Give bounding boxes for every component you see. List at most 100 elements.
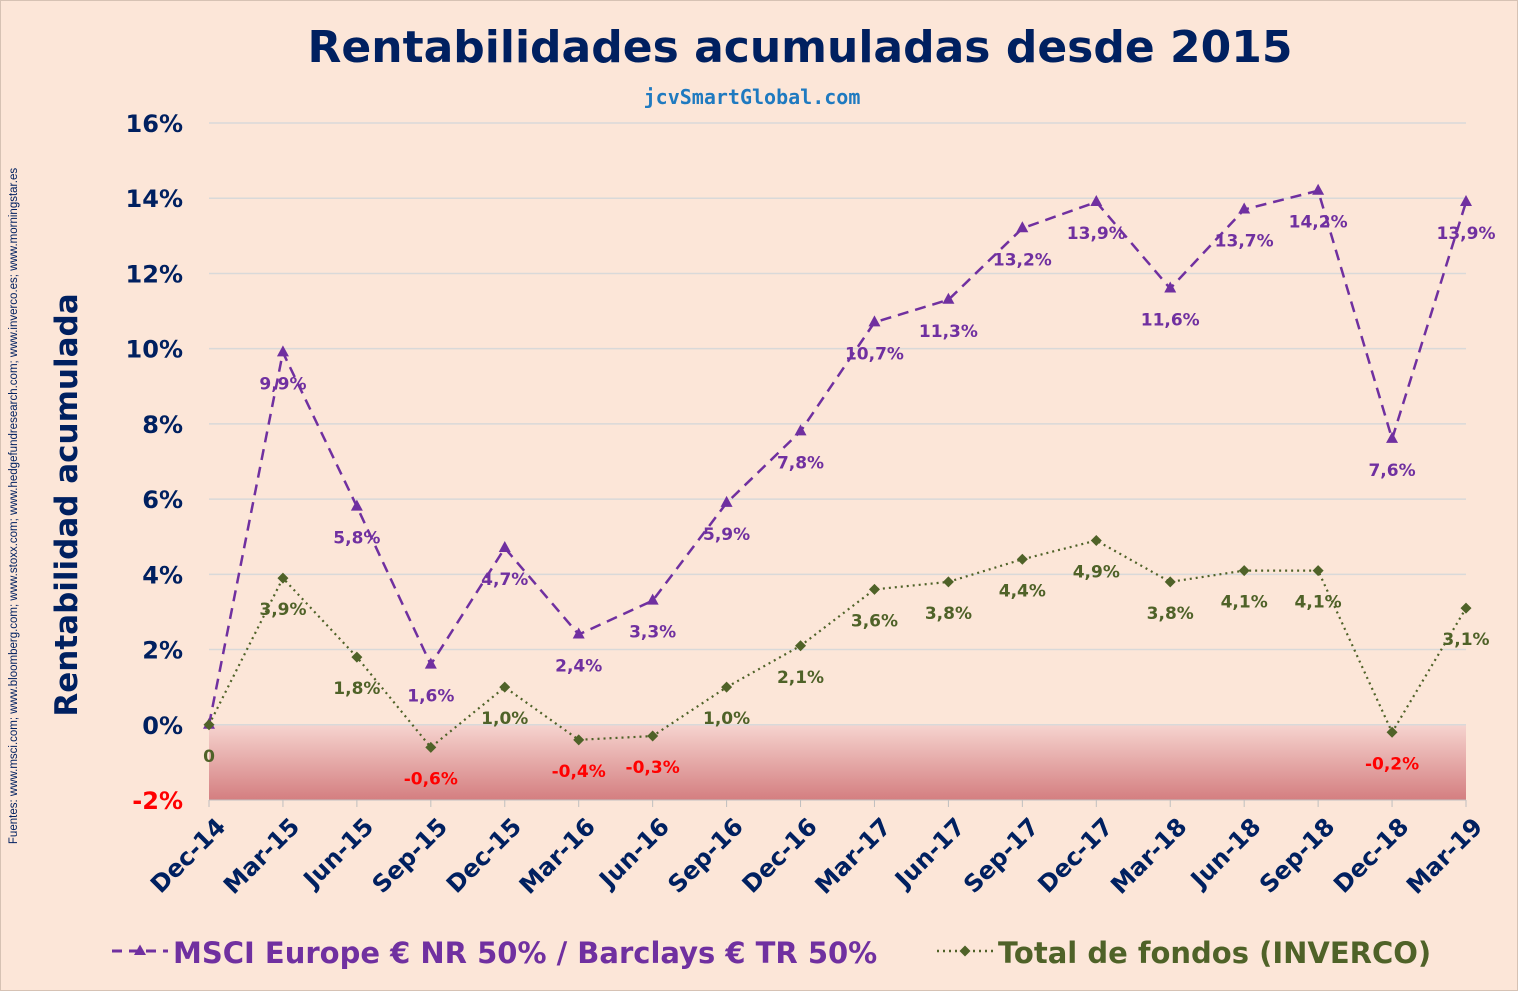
data-label: 3,9% [259, 600, 306, 620]
data-point-diamond [1090, 534, 1102, 546]
data-label: 13,2% [993, 250, 1052, 270]
data-label: 4,9% [1073, 562, 1120, 582]
data-point-diamond [277, 572, 289, 584]
data-point-triangle [646, 593, 659, 605]
data-point-triangle [942, 292, 955, 304]
legend-label-msci: MSCI Europe € NR 50% / Barclays € TR 50% [173, 936, 877, 970]
data-point-diamond [1016, 553, 1028, 565]
series-line-0 [207, 189, 1468, 726]
data-label: -0,2% [1365, 754, 1419, 774]
source-note: Fuentes: www.msci.com; www.bloomberg.com… [8, 168, 20, 844]
data-point-triangle [1238, 202, 1251, 214]
y-axis-label: Rentabilidad acumulada [49, 293, 85, 716]
y-tick-label: 4% [142, 561, 183, 589]
x-tick-label: Jun-15 [297, 812, 379, 894]
data-point-triangle [720, 495, 733, 507]
chart-title: Rentabilidades acumuladas desde 2015 [308, 22, 1293, 73]
data-point-triangle [868, 315, 881, 327]
x-tick-label: Mar-15 [218, 812, 305, 899]
data-label: 4,1% [1295, 593, 1342, 613]
data-point-diamond [1386, 726, 1398, 738]
data-label: 3,8% [925, 604, 972, 624]
legend-swatch-msci-triangle [134, 944, 146, 955]
y-tick-label: 6% [142, 486, 183, 514]
x-tick-label: Dec-18 [1328, 812, 1414, 898]
x-tick-label: Sep-17 [958, 812, 1044, 898]
data-point-diamond [942, 576, 954, 588]
data-point-triangle [572, 627, 585, 639]
data-label: 4,7% [481, 570, 528, 590]
data-label: -0,3% [626, 758, 680, 778]
y-tick-label: 10% [126, 336, 183, 364]
data-point-triangle [424, 657, 437, 669]
x-tick-label: Dec-14 [145, 812, 231, 898]
data-point-triangle [1312, 183, 1325, 195]
data-label: 2,4% [555, 657, 602, 677]
data-label: -0,4% [552, 762, 606, 782]
data-labels: 9,9% 5,8% 1,6% 4,7% 2,4% 3,3% 5,9% 7,8% 10,7% 11,… [203, 213, 1495, 790]
gridlines [209, 122, 1466, 726]
data-label: 1,0% [481, 709, 528, 729]
x-tick-label: Sep-15 [367, 812, 453, 898]
data-point-triangle [350, 499, 363, 511]
series-line-1 [208, 539, 1467, 749]
x-tick-label: Mar-19 [1401, 812, 1488, 899]
x-tick-label: Jun-17 [888, 812, 970, 894]
data-label: 4,1% [1221, 593, 1268, 613]
data-point-diamond [425, 741, 437, 753]
data-label: 3,6% [851, 611, 898, 631]
y-tick-label: 14% [126, 185, 183, 213]
data-label: 5,8% [333, 529, 380, 549]
data-label: 7,6% [1368, 461, 1415, 481]
data-point-diamond [721, 681, 733, 693]
data-point-triangle [1090, 194, 1103, 206]
y-tick-label: 16% [126, 110, 183, 138]
x-tick-label: Jun-18 [1184, 812, 1266, 894]
data-label: 11,3% [919, 322, 978, 342]
data-label: 13,9% [1437, 224, 1496, 244]
x-tick-label: Mar-16 [514, 812, 601, 899]
data-label: 7,8% [777, 453, 824, 473]
legend-swatch-inverco-diamond [959, 945, 971, 957]
x-tick-label: Dec-15 [441, 812, 527, 898]
data-point-triangle [1164, 281, 1177, 293]
x-tick-label: Mar-17 [810, 812, 897, 899]
data-label: 1,0% [703, 709, 750, 729]
legend-item-inverco: Total de fondos (INVERCO) [937, 936, 1431, 970]
data-point-diamond [795, 640, 807, 652]
data-point-diamond [1238, 565, 1250, 577]
legend-label-inverco: Total de fondos (INVERCO) [998, 936, 1431, 970]
series-layer [203, 183, 1472, 753]
data-point-triangle [794, 424, 807, 436]
data-point-triangle [498, 541, 511, 553]
data-point-diamond [573, 734, 585, 746]
data-label: 0 [203, 747, 215, 767]
legend-item-msci: MSCI Europe € NR 50% / Barclays € TR 50% [112, 936, 877, 970]
x-tick-label: Dec-17 [1032, 812, 1118, 898]
data-point-diamond [499, 681, 511, 693]
data-label: 1,8% [333, 679, 380, 699]
data-label: 3,3% [629, 623, 676, 643]
y-tick-label: 2% [142, 637, 183, 665]
negative-zone-band [209, 724, 1466, 800]
data-point-triangle [1460, 194, 1472, 206]
data-point-diamond [1460, 602, 1472, 614]
data-label: 11,6% [1141, 310, 1200, 330]
x-tick-label: Dec-16 [737, 812, 823, 898]
y-tick-label: 0% [142, 712, 183, 740]
data-label: 3,1% [1442, 630, 1489, 650]
data-label: 10,7% [845, 344, 904, 364]
x-tick-label: Sep-16 [662, 812, 748, 898]
data-point-triangle [276, 345, 289, 357]
data-point-diamond [351, 651, 363, 663]
data-label: 9,9% [259, 374, 306, 394]
data-point-diamond [1164, 576, 1176, 588]
x-tick-label: Mar-18 [1105, 812, 1192, 899]
data-point-diamond [868, 583, 880, 595]
data-label: -0,6% [404, 769, 458, 789]
y-tick-label: 12% [126, 260, 183, 288]
legend: MSCI Europe € NR 50% / Barclays € TR 50%… [112, 936, 1431, 970]
data-point-diamond [647, 730, 659, 742]
